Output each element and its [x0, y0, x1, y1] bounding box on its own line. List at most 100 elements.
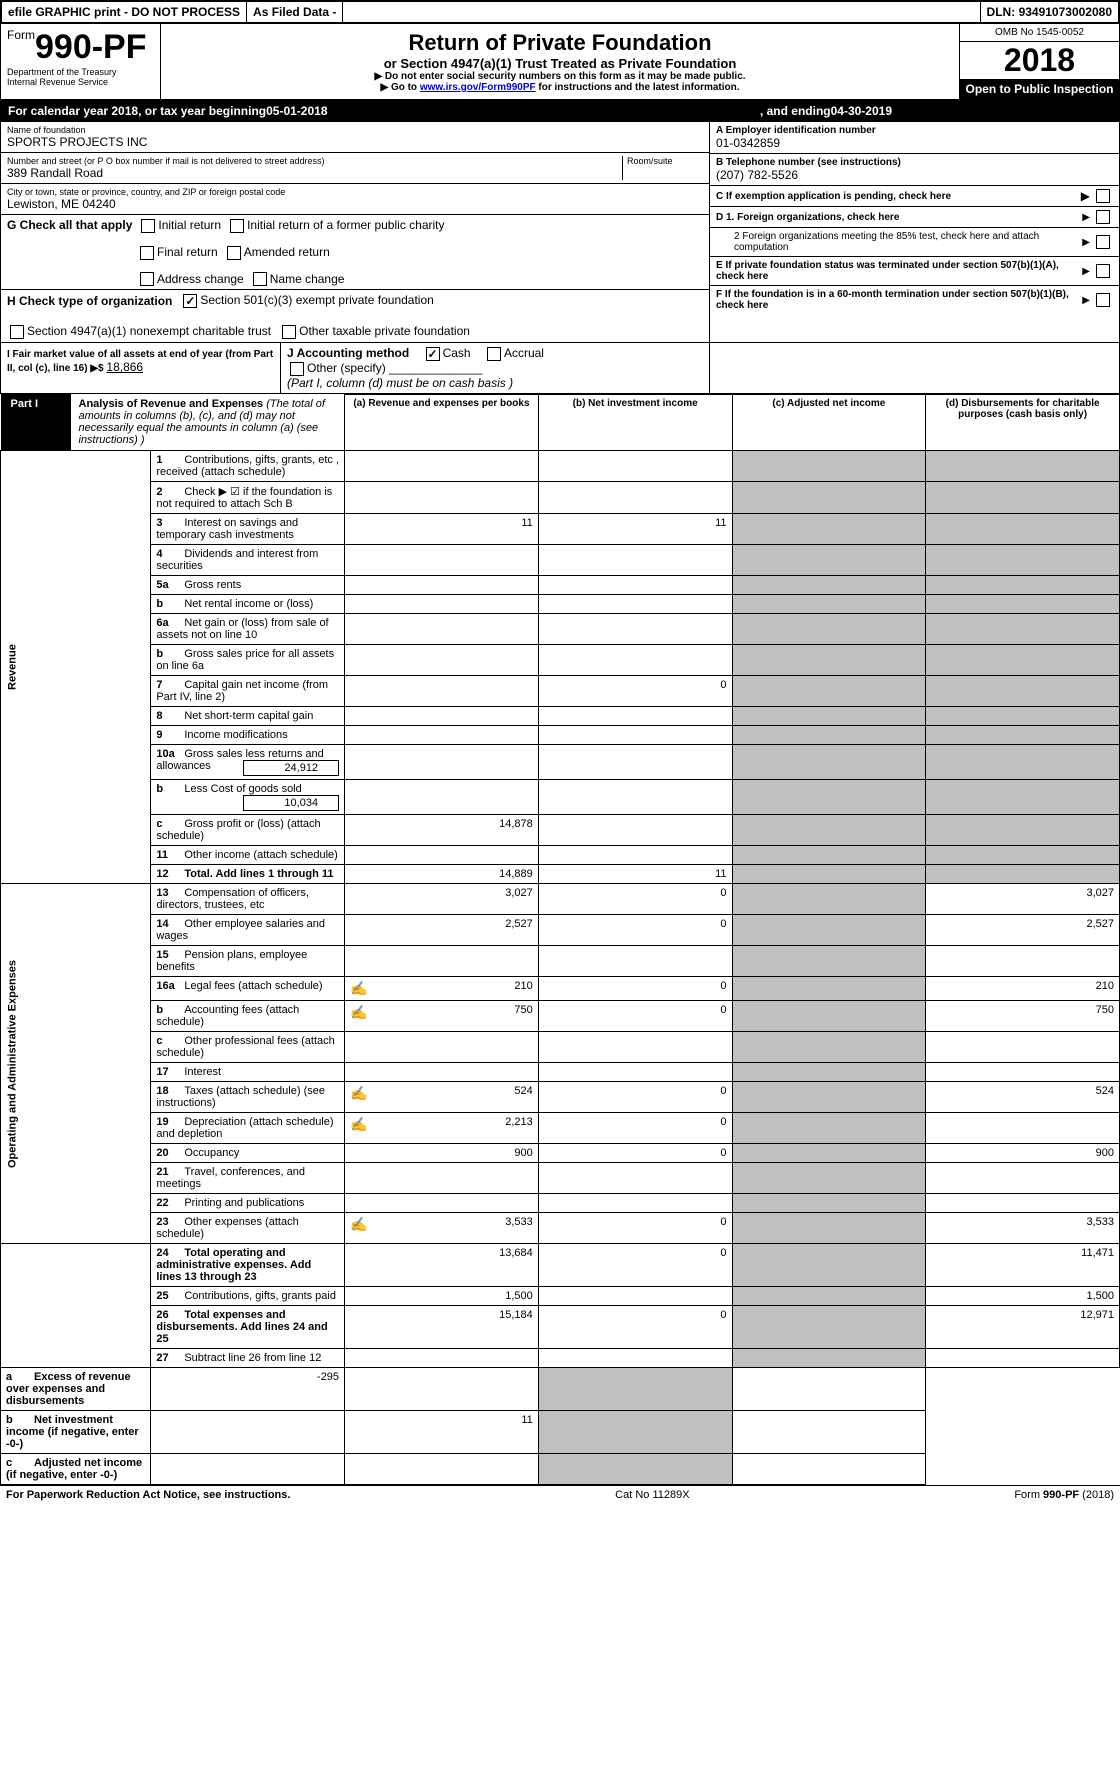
- amount-cell: [345, 676, 539, 707]
- omb-number: OMB No 1545-0052: [960, 24, 1119, 42]
- attachment-icon[interactable]: ✍: [350, 1216, 367, 1233]
- amount-cell: [538, 1287, 732, 1306]
- checkbox-501c3[interactable]: ✓: [183, 294, 197, 308]
- checkbox-f[interactable]: [1096, 293, 1110, 307]
- checkbox-cash[interactable]: ✓: [426, 347, 440, 361]
- line-desc: 3Interest on savings and temporary cash …: [151, 514, 345, 545]
- checkbox-amended[interactable]: [227, 246, 241, 260]
- checkbox-e[interactable]: [1096, 264, 1110, 278]
- amount-cell: [732, 1144, 926, 1163]
- checkbox-name-change[interactable]: [253, 272, 267, 286]
- amount-cell: [732, 1349, 926, 1368]
- amount-cell: 12,971: [926, 1306, 1120, 1349]
- checkbox-d2[interactable]: [1096, 235, 1110, 249]
- line-desc: 10aGross sales less returns and allowanc…: [151, 745, 345, 780]
- amount-cell: 0: [538, 1244, 732, 1287]
- arrow-icon: ▶: [1081, 189, 1090, 203]
- amount-cell: 11: [345, 514, 539, 545]
- line-desc: 14Other employee salaries and wages: [151, 915, 345, 946]
- line-desc: 8Net short-term capital gain: [151, 707, 345, 726]
- attachment-icon[interactable]: ✍: [350, 980, 367, 997]
- amount-cell: [345, 780, 539, 815]
- checkbox-other-method[interactable]: [290, 362, 304, 376]
- amount-cell: 15,184: [345, 1306, 539, 1349]
- amount-cell: [732, 614, 926, 645]
- table-row: 10aGross sales less returns and allowanc…: [1, 745, 1120, 780]
- table-row: 24Total operating and administrative exp…: [1, 1244, 1120, 1287]
- attachment-icon[interactable]: ✍: [350, 1116, 367, 1133]
- open-to-public: Open to Public Inspection: [960, 79, 1119, 99]
- irs-link[interactable]: www.irs.gov/Form990PF: [420, 82, 536, 93]
- amount-cell: [732, 1032, 926, 1063]
- table-row: bNet investment income (if negative, ent…: [1, 1411, 1120, 1454]
- amount-cell: [732, 915, 926, 946]
- amount-cell: [732, 884, 926, 915]
- amount-cell: 14,878: [345, 815, 539, 846]
- amount-cell: [926, 1194, 1120, 1213]
- checkbox-initial-former[interactable]: [230, 219, 244, 233]
- checkbox-4947a1[interactable]: [10, 325, 24, 339]
- checkbox-final-return[interactable]: [140, 246, 154, 260]
- amount-cell: [538, 1411, 732, 1454]
- amount-cell: 3,533: [926, 1213, 1120, 1244]
- checkbox-accrual[interactable]: [487, 347, 501, 361]
- amount-cell: [732, 846, 926, 865]
- table-row: 19Depreciation (attach schedule) and dep…: [1, 1113, 1120, 1144]
- line-desc: 17Interest: [151, 1063, 345, 1082]
- arrow-icon: ▶: [1082, 237, 1090, 248]
- table-row: Operating and Administrative Expenses13C…: [1, 884, 1120, 915]
- amount-cell: [345, 726, 539, 745]
- table-row: 25Contributions, gifts, grants paid1,500…: [1, 1287, 1120, 1306]
- amount-cell: [538, 1349, 732, 1368]
- table-row: bAccounting fees (attach schedule)✍75007…: [1, 1001, 1120, 1032]
- table-row: 16aLegal fees (attach schedule)✍2100210: [1, 977, 1120, 1001]
- amount-cell: [732, 451, 926, 482]
- efile-bar: efile GRAPHIC print - DO NOT PROCESS As …: [0, 0, 1120, 24]
- col-b-header: (b) Net investment income: [538, 394, 732, 451]
- amount-cell: [926, 846, 1120, 865]
- line-desc: aExcess of revenue over expenses and dis…: [1, 1368, 151, 1411]
- amount-cell: [538, 645, 732, 676]
- amount-cell: [732, 1194, 926, 1213]
- line-desc: cOther professional fees (attach schedul…: [151, 1032, 345, 1063]
- amount-cell: [732, 1163, 926, 1194]
- checkbox-other-taxable[interactable]: [282, 325, 296, 339]
- amount-cell: 0: [538, 1113, 732, 1144]
- part1-table: Part I Analysis of Revenue and Expenses …: [0, 394, 1120, 1486]
- table-row: 9Income modifications: [1, 726, 1120, 745]
- attachment-icon[interactable]: ✍: [350, 1085, 367, 1102]
- checkbox-d1[interactable]: [1096, 210, 1110, 224]
- attachment-icon[interactable]: ✍: [350, 1004, 367, 1021]
- line-desc: 5aGross rents: [151, 576, 345, 595]
- line-desc: 6aNet gain or (loss) from sale of assets…: [151, 614, 345, 645]
- calendar-year-row: For calendar year 2018, or tax year begi…: [0, 100, 1120, 122]
- amount-cell: 750: [926, 1001, 1120, 1032]
- amount-cell: [732, 1411, 926, 1454]
- amount-cell: 0: [538, 676, 732, 707]
- amount-cell: [732, 1244, 926, 1287]
- line-desc: 9Income modifications: [151, 726, 345, 745]
- amount-cell: [345, 1454, 539, 1485]
- checkbox-initial-return[interactable]: [141, 219, 155, 233]
- table-row: 18Taxes (attach schedule) (see instructi…: [1, 1082, 1120, 1113]
- section-i-j: I Fair market value of all assets at end…: [0, 343, 1120, 394]
- amount-cell: [926, 451, 1120, 482]
- section-h: H Check type of organization ✓Section 50…: [1, 290, 709, 342]
- line-desc: 7Capital gain net income (from Part IV, …: [151, 676, 345, 707]
- table-row: 23Other expenses (attach schedule)✍3,533…: [1, 1213, 1120, 1244]
- amount-cell: [926, 946, 1120, 977]
- header-mid: Return of Private Foundation or Section …: [161, 24, 959, 99]
- amount-cell: [538, 846, 732, 865]
- amount-cell: [538, 815, 732, 846]
- amount-cell: [732, 745, 926, 780]
- checkbox-address-change[interactable]: [140, 272, 154, 286]
- amount-cell: ✍2,213: [345, 1113, 539, 1144]
- tax-year: 2018: [960, 42, 1119, 79]
- amount-cell: 0: [538, 1001, 732, 1032]
- foundation-city: Lewiston, ME 04240: [7, 197, 703, 211]
- checkbox-c[interactable]: [1096, 189, 1110, 203]
- fmv-value: 18,866: [106, 360, 143, 374]
- amount-cell: 0: [538, 1306, 732, 1349]
- amount-cell: [926, 1063, 1120, 1082]
- table-row: 17Interest: [1, 1063, 1120, 1082]
